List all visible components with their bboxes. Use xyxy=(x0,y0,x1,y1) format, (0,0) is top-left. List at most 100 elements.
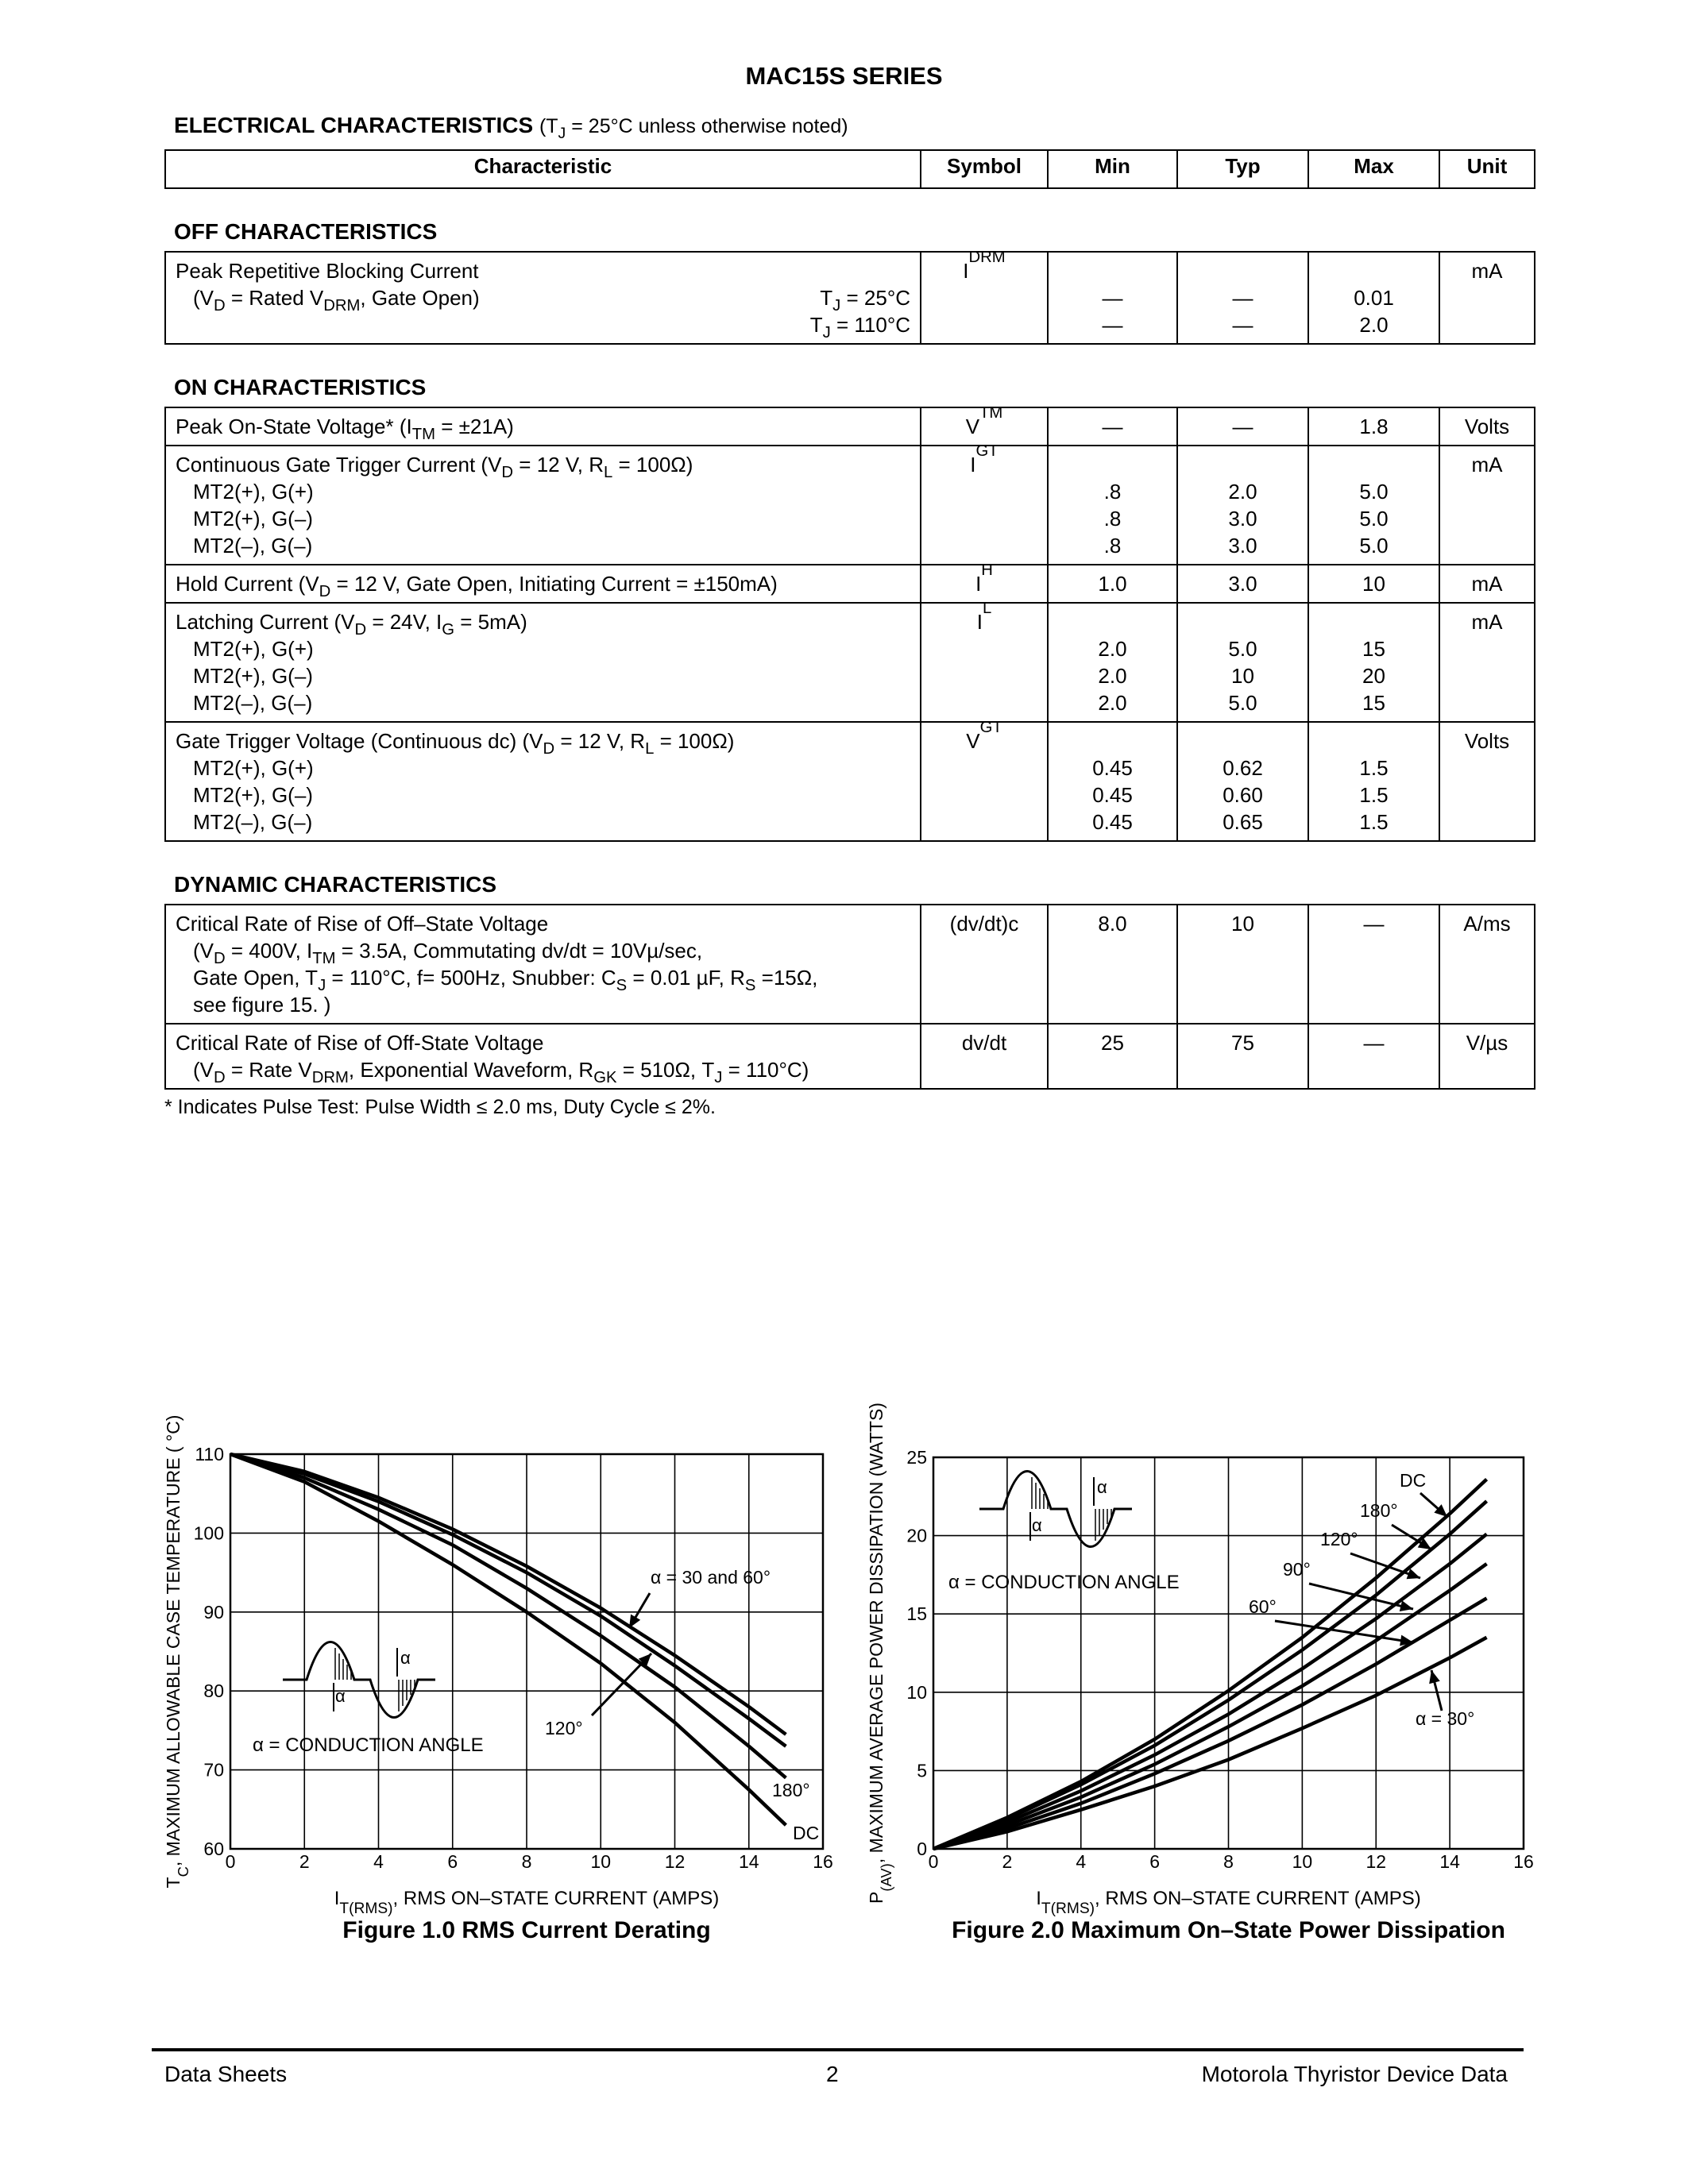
text: MT2(+), G(–) xyxy=(193,664,313,688)
line: (VD = Rated VDRM, Gate Open) TJ = 25°C xyxy=(176,284,910,315)
text: I xyxy=(1036,1888,1041,1909)
subscript: DRM xyxy=(968,249,1006,266)
text: I xyxy=(970,453,976,477)
column-header: Max xyxy=(1308,149,1440,189)
y-tick-label: 90 xyxy=(203,1602,224,1623)
text: = ±21A) xyxy=(435,415,514,438)
characteristic: Gate Trigger Voltage (Continuous dc) (VD… xyxy=(164,721,921,842)
characteristic-text: MT2(–), G(–) xyxy=(176,532,312,559)
line: V/µs xyxy=(1450,1029,1524,1056)
axis-label: IT(RMS), RMS ON–STATE CURRENT (AMPS) xyxy=(334,1888,720,1917)
line: A/ms xyxy=(1450,910,1524,937)
characteristic-text xyxy=(176,311,193,338)
typ-value: 10 xyxy=(1176,904,1309,1024)
series-line xyxy=(933,1562,1488,1851)
characteristic-text: MT2(+), G(–) xyxy=(176,662,313,689)
x-tick-label: 4 xyxy=(1076,1851,1086,1872)
subscript: D xyxy=(543,740,555,758)
text: Critical Rate of Rise of Off-State Volta… xyxy=(176,1031,544,1055)
characteristic: Latching Current (VD = 24V, IG = 5mA) MT2… xyxy=(164,602,921,723)
y-tick-label: 0 xyxy=(917,1839,927,1859)
text: = 510Ω, T xyxy=(616,1058,715,1082)
series-label: 60° xyxy=(1249,1596,1277,1617)
unit: mA xyxy=(1439,602,1535,723)
table-row: Gate Trigger Voltage (Continuous dc) (VD… xyxy=(164,720,1535,842)
line: Gate Trigger Voltage (Continuous dc) (VD… xyxy=(176,727,910,757)
text: , MAXIMUM ALLOWABLE CASE TEMPERATURE ( °… xyxy=(163,1415,183,1867)
series-line xyxy=(933,1477,1489,1851)
series-line xyxy=(933,1635,1488,1851)
icon-label: α xyxy=(1032,1515,1042,1535)
max-value: 0.01 2.0 xyxy=(1308,251,1440,345)
characteristic-text: Gate Trigger Voltage (Continuous dc) (VD… xyxy=(176,727,734,757)
line: Peak Repetitive Blocking Current xyxy=(176,257,910,284)
column-header: Min xyxy=(1047,149,1178,189)
x-tick-label: 8 xyxy=(522,1851,532,1872)
text: = 110°C, f= 500Hz, Snubber: C xyxy=(326,966,616,990)
characteristic: Peak Repetitive Blocking Current (VD = Ra… xyxy=(164,251,921,345)
max-value: — xyxy=(1308,1023,1440,1090)
condition: TJ = 110°C xyxy=(810,311,910,341)
value: 1.5 xyxy=(1359,810,1389,834)
value: 0.65 xyxy=(1223,810,1263,834)
value: 15 xyxy=(1362,691,1385,715)
table-row: Critical Rate of Rise of Off-State Volta… xyxy=(164,1023,1535,1090)
table-row: Hold Current (VD = 12 V, Gate Open, Init… xyxy=(164,562,1535,604)
line: Volts xyxy=(1450,413,1524,440)
value: 20 xyxy=(1362,664,1385,688)
text: = 3.5A, Commutating dv/dt = 10Vµ/sec, xyxy=(335,939,703,963)
line: Hold Current (VD = 12 V, Gate Open, Init… xyxy=(176,570,910,600)
subscript: DRM xyxy=(311,1069,349,1087)
min-value: — — xyxy=(1047,251,1178,345)
line: MT2(–), G(–) xyxy=(176,689,910,716)
waveform xyxy=(979,1470,1132,1548)
typ-value: 75 xyxy=(1176,1023,1309,1090)
unit-text: A/ms xyxy=(1463,912,1511,936)
page-number: 2 xyxy=(826,2062,839,2086)
value: — xyxy=(1102,415,1123,438)
max-value: 1.8 xyxy=(1308,407,1440,446)
column-header: Characteristic xyxy=(164,149,921,189)
arrow-head xyxy=(1406,1569,1420,1580)
line: I GT xyxy=(931,443,1037,478)
text: dv/dt xyxy=(961,1031,1007,1055)
section-heading: ELECTRICAL CHARACTERISTICS (TJ = 25°C un… xyxy=(164,111,1534,142)
typ-value: 3.0 xyxy=(1176,564,1309,604)
value: 0.45 xyxy=(1092,783,1133,807)
value: 0.62 xyxy=(1223,756,1263,780)
typ-value: — xyxy=(1176,407,1309,446)
text: =15Ω, xyxy=(755,966,818,990)
arrow-head xyxy=(1429,1670,1440,1684)
subscript: D xyxy=(214,297,226,315)
value: 3.0 xyxy=(1228,534,1257,558)
subscript: J xyxy=(558,124,566,142)
value: 8.0 xyxy=(1098,912,1127,936)
value: 5.0 xyxy=(1359,480,1389,504)
text: MT2(+), G(–) xyxy=(193,783,313,807)
line: (VD = Rate VDRM, Exponential Waveform, R… xyxy=(176,1056,910,1087)
line: MT2(+), G(–) xyxy=(176,662,910,689)
line: Volts xyxy=(1450,727,1524,754)
characteristic-text: Peak Repetitive Blocking Current xyxy=(176,257,479,284)
characteristic-text: (VD = 400V, ITM = 3.5A, Commutating dv/d… xyxy=(176,937,703,967)
value: 0.60 xyxy=(1223,783,1263,807)
unit: Volts xyxy=(1439,407,1535,446)
section-title: ON CHARACTERISTICS xyxy=(174,375,427,399)
characteristic-text: MT2(+), G(+) xyxy=(176,635,314,662)
unit-text: mA xyxy=(1471,572,1503,596)
characteristic-text: Latching Current (VD = 24V, IG = 5mA) xyxy=(176,608,527,638)
subscript: T(RMS) xyxy=(1041,1900,1095,1917)
line: Latching Current (VD = 24V, IG = 5mA) xyxy=(176,608,910,638)
value: 1.5 xyxy=(1359,756,1389,780)
value: .8 xyxy=(1103,480,1122,504)
min-value: 8.0 xyxy=(1047,904,1178,1024)
series-line xyxy=(933,1532,1488,1851)
series-label: 180° xyxy=(1360,1500,1398,1521)
section-title: OFF CHARACTERISTICS xyxy=(174,219,438,244)
symbol: (dv/dt)c xyxy=(920,904,1049,1024)
section-title: DYNAMIC CHARACTERISTICS xyxy=(174,872,496,897)
series-label: 90° xyxy=(1283,1559,1311,1580)
text: MT2(+), G(+) xyxy=(193,637,314,661)
